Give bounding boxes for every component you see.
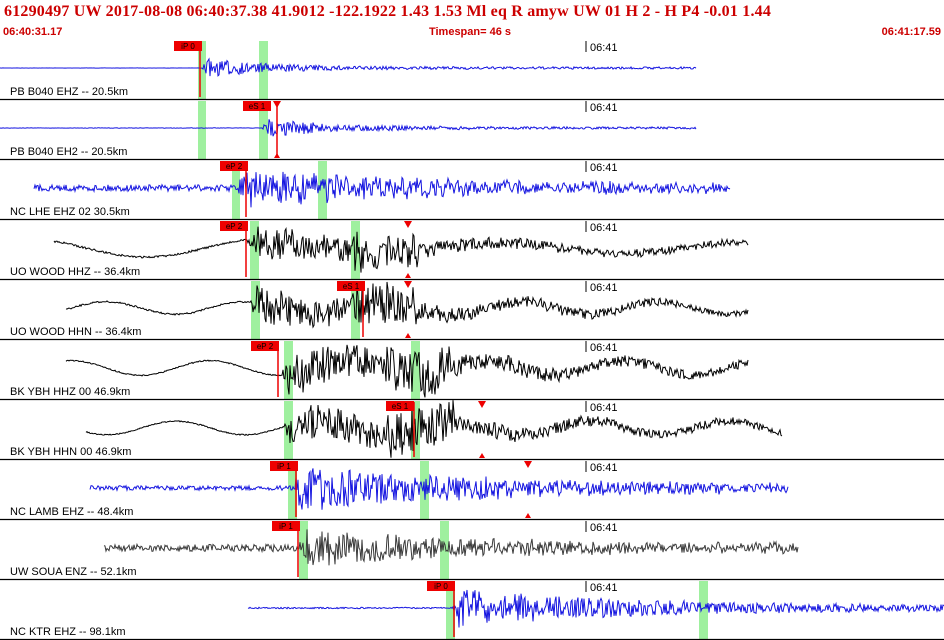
phase-window xyxy=(198,41,206,99)
end-time: 06:41:17.59 xyxy=(881,26,941,38)
phase-window xyxy=(440,521,449,579)
channel-label: PB B040 EHZ -- 20.5km xyxy=(10,86,128,98)
channel-label: NC LAMB EHZ -- 48.4km xyxy=(10,506,133,518)
pick-label: iP 0 xyxy=(181,42,195,51)
pick-label: eS 1 xyxy=(249,102,266,111)
seismogram-trace xyxy=(53,226,749,273)
pick-flag xyxy=(174,41,202,51)
pick-marker-bottom xyxy=(479,453,485,458)
phase-window xyxy=(318,161,327,219)
pick-label: iP 1 xyxy=(279,522,293,531)
minute-label: 06:41 xyxy=(590,342,618,354)
minute-label: 06:41 xyxy=(590,42,618,54)
pick-marker-bottom xyxy=(405,333,411,338)
pick-marker-top xyxy=(404,221,412,228)
pick-flag xyxy=(270,461,298,471)
seismogram-trace xyxy=(247,589,944,628)
pick-marker-top xyxy=(524,461,532,468)
phase-window xyxy=(259,101,268,159)
event-header: 61290497 UW 2017-08-08 06:40:37.38 41.90… xyxy=(0,0,944,40)
minute-label: 06:41 xyxy=(590,282,618,294)
start-time: 06:40:31.17 xyxy=(3,26,63,38)
pick-label: iP 0 xyxy=(434,582,448,591)
minute-label: 06:41 xyxy=(590,102,618,114)
channel-label: UO WOOD HHN -- 36.4km xyxy=(10,326,141,338)
channel-label: BK YBH HHN 00 46.9km xyxy=(10,446,131,458)
phase-window xyxy=(446,581,455,639)
pick-marker-top xyxy=(478,401,486,408)
pick-label: iP 1 xyxy=(277,462,291,471)
channel-label: PB B040 EH2 -- 20.5km xyxy=(10,146,127,158)
pick-label: eP 2 xyxy=(257,342,274,351)
seismogram-trace xyxy=(85,400,783,458)
pick-marker-bottom xyxy=(525,513,531,518)
phase-window xyxy=(288,461,297,519)
minute-label: 06:41 xyxy=(590,582,618,594)
minute-label: 06:41 xyxy=(590,162,618,174)
channel-label: BK YBH HHZ 00 46.9km xyxy=(10,386,130,398)
seismogram-trace xyxy=(0,119,697,137)
pick-marker-bottom xyxy=(274,153,280,158)
pick-flag xyxy=(337,281,365,291)
phase-window xyxy=(259,41,268,99)
pick-flag xyxy=(427,581,455,591)
pick-flag xyxy=(386,401,414,411)
pick-label: eS 1 xyxy=(343,282,360,291)
phase-window xyxy=(250,221,259,279)
seismogram-trace xyxy=(65,344,749,398)
phase-window xyxy=(351,221,360,279)
phase-window xyxy=(284,341,293,399)
phase-window xyxy=(251,281,260,339)
timespan: Timespan= 46 s xyxy=(428,26,512,38)
pick-label: eS 1 xyxy=(392,402,409,411)
pick-marker-bottom xyxy=(405,273,411,278)
pick-label: eP 2 xyxy=(226,222,243,231)
channel-label: NC KTR EHZ -- 98.1km xyxy=(10,626,126,638)
minute-label: 06:41 xyxy=(590,402,618,414)
pick-marker-top xyxy=(404,281,412,288)
pick-marker-top xyxy=(273,101,281,108)
pick-flag xyxy=(220,221,248,231)
pick-flag xyxy=(272,521,300,531)
seismogram-trace xyxy=(103,529,799,566)
phase-window xyxy=(198,101,206,159)
seismogram-trace xyxy=(0,57,697,77)
seismogram-trace xyxy=(65,281,749,329)
channel-label: NC LHE EHZ 02 30.5km xyxy=(10,206,130,218)
phase-window xyxy=(699,581,708,639)
event-title: 61290497 UW 2017-08-08 06:40:37.38 41.90… xyxy=(4,3,772,20)
pick-label: eP 2 xyxy=(226,162,243,171)
phase-window xyxy=(284,401,293,459)
trace-panel[interactable]: iP 0 06:41 PB B040 EHZ -- 20.5km eS 1 06:41 P… xyxy=(0,40,944,640)
pick-flag xyxy=(243,101,271,111)
channel-label: UO WOOD HHZ -- 36.4km xyxy=(10,266,140,278)
pick-flag xyxy=(251,341,279,351)
minute-label: 06:41 xyxy=(590,522,618,534)
phase-window xyxy=(411,341,420,399)
minute-label: 06:41 xyxy=(590,462,618,474)
seismogram-trace xyxy=(89,468,789,510)
pick-flag xyxy=(220,161,248,171)
seismogram-trace xyxy=(33,171,731,208)
minute-label: 06:41 xyxy=(590,222,618,234)
phase-window xyxy=(351,281,360,339)
channel-label: UW SOUA ENZ -- 52.1km xyxy=(10,566,137,578)
